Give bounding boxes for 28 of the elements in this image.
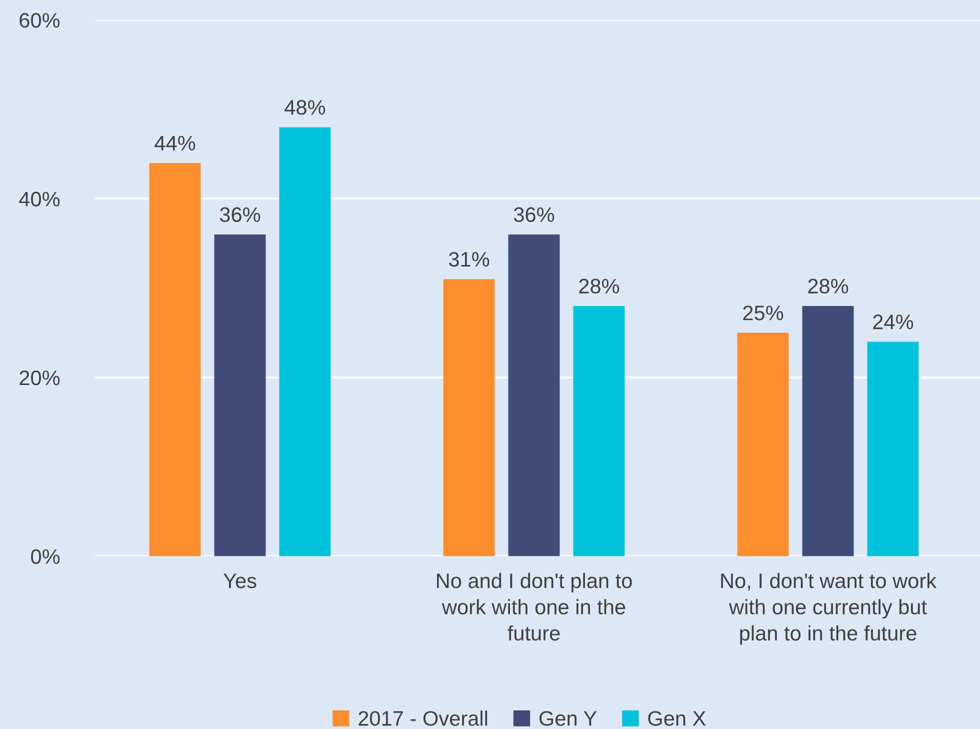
legend-label: Gen X	[648, 711, 706, 726]
y-tick-label: 20%	[20, 370, 60, 386]
data-label: 31%	[448, 252, 490, 267]
data-label: 28%	[808, 278, 848, 294]
x-tick-label: No and I don't plan to work with one in the future	[437, 572, 632, 641]
data-label: 44%	[154, 136, 196, 150]
bar	[214, 234, 266, 556]
legend-label: 2017 - Overall	[358, 710, 488, 726]
data-label: 36%	[220, 207, 260, 222]
bar	[149, 162, 201, 556]
x-tick-label: No, I don't want to work with one currently but plan to in the future	[721, 572, 937, 645]
data-label: 25%	[743, 306, 784, 320]
bar	[737, 332, 789, 556]
data-label: 36%	[514, 207, 554, 222]
bar	[867, 342, 919, 556]
bar	[802, 306, 854, 556]
bar	[279, 127, 331, 556]
data-label: 28%	[579, 278, 620, 294]
y-tick-label: 60%	[20, 12, 60, 28]
x-tick-label: Yes	[223, 574, 256, 588]
bar	[443, 279, 495, 556]
legend-label: Gen Y	[539, 711, 597, 726]
bar	[573, 306, 625, 556]
y-tick-label: 0%	[31, 549, 60, 564]
data-label: 48%	[284, 100, 326, 115]
data-label: 24%	[873, 314, 914, 330]
y-tick-label: 40%	[19, 192, 60, 206]
bar	[508, 234, 560, 556]
